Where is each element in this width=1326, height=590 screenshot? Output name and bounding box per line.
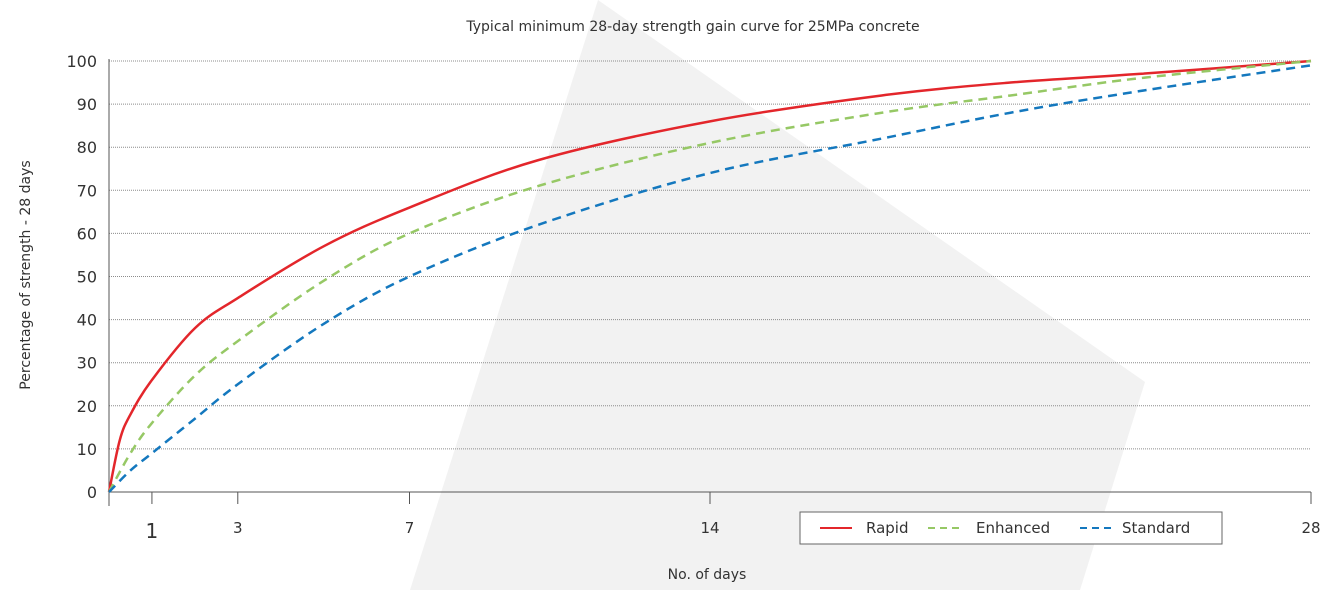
series-line-rapid xyxy=(107,59,1312,493)
grid-layer xyxy=(109,60,1311,450)
series-line-enhanced xyxy=(107,59,1312,493)
y-tick-label-20: 20 xyxy=(77,397,97,416)
y-tick-label-40: 40 xyxy=(77,311,97,330)
legend-label-enhanced: Enhanced xyxy=(976,519,1050,537)
y-axis-label: Percentage of strength - 28 days xyxy=(18,160,34,389)
y-tick-label-0: 0 xyxy=(87,483,97,502)
y-tick-label-60: 60 xyxy=(77,224,97,243)
legend-box xyxy=(799,511,1223,545)
x-tick-label-28: 28 xyxy=(1301,519,1320,537)
x-tick-label-1: 1 xyxy=(146,519,159,543)
y-tick-label-90: 90 xyxy=(77,95,97,114)
x-tick-label-3: 3 xyxy=(233,519,243,537)
legend-label-rapid: Rapid xyxy=(866,519,909,537)
y-tick-label-30: 30 xyxy=(77,354,97,373)
y-tick-label-10: 10 xyxy=(77,440,97,459)
legend: Rapid Enhanced Standard xyxy=(799,511,1223,545)
watermark-triangle xyxy=(410,0,1145,590)
series-layer xyxy=(107,59,1312,493)
x-axis-label: No. of days xyxy=(668,567,747,583)
series-line-standard xyxy=(108,64,1312,493)
y-tick-label-100: 100 xyxy=(66,52,97,71)
y-tick-label-50: 50 xyxy=(77,268,97,287)
legend-label-standard: Standard xyxy=(1122,519,1190,537)
x-tick-label-7: 7 xyxy=(405,519,415,537)
chart-title: Typical minimum 28-day strength gain cur… xyxy=(465,19,919,35)
y-tick-label-80: 80 xyxy=(77,138,97,157)
x-tick-label-14: 14 xyxy=(700,519,719,537)
axis-layer: 0 10 20 30 40 50 60 70 80 90 100 1 3 7 14 28 xyxy=(66,52,1320,543)
y-tick-label-70: 70 xyxy=(77,181,97,200)
